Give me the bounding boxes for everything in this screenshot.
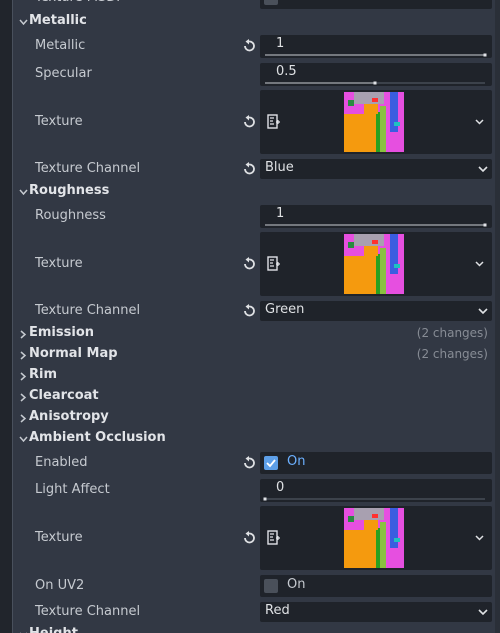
property-label: Texture MSDF — [35, 0, 124, 5]
property-label: Texture — [35, 256, 83, 271]
property-label: Texture Channel — [35, 302, 141, 318]
checkbox[interactable] — [264, 0, 278, 5]
slider-field[interactable] — [260, 34, 492, 58]
dropdown-arrow[interactable] — [478, 307, 488, 314]
slider-track — [265, 81, 485, 85]
change-note: (2 changes) — [416, 346, 488, 361]
dropdown-arrow[interactable] — [475, 535, 484, 541]
property-label: Texture Channel — [35, 603, 141, 619]
property-label: On UV2 — [35, 577, 85, 593]
slider-value: 0.5 — [276, 64, 297, 79]
section-arrow[interactable] — [19, 392, 28, 402]
dropdown-field[interactable] — [260, 601, 492, 622]
section-title[interactable]: Metallic — [29, 12, 87, 28]
texture-thumbnail — [344, 92, 404, 152]
section-arrow[interactable] — [19, 413, 28, 423]
property-label: Texture — [35, 114, 83, 129]
dropdown-arrow[interactable] — [478, 165, 488, 172]
checkbox-field[interactable] — [260, 451, 492, 474]
section-title[interactable]: Anisotropy — [29, 408, 109, 424]
reset-button[interactable] — [242, 115, 256, 129]
dropdown-field[interactable] — [260, 158, 492, 179]
property-label: Texture Channel — [35, 160, 141, 176]
section-arrow[interactable] — [19, 188, 28, 197]
section-arrow[interactable] — [19, 329, 28, 339]
texture-thumbnail — [344, 234, 404, 294]
dropdown-value: Red — [265, 602, 290, 618]
section-title[interactable]: Clearcoat — [29, 387, 99, 403]
reset-button[interactable] — [242, 531, 256, 545]
reset-button[interactable] — [242, 455, 256, 470]
reset-button[interactable] — [242, 257, 256, 271]
checkbox[interactable] — [264, 578, 278, 593]
checkbox-text: On — [287, 453, 306, 469]
section-arrow[interactable] — [19, 371, 28, 381]
change-note: (2 changes) — [416, 325, 488, 340]
section-arrow[interactable] — [19, 435, 28, 444]
slider-track — [263, 497, 485, 501]
texture-thumbnail — [344, 508, 404, 568]
reset-button[interactable] — [242, 161, 256, 176]
slider-value: 1 — [276, 36, 285, 51]
slider-field[interactable] — [260, 478, 492, 502]
slider-track — [265, 53, 487, 57]
section-title[interactable]: Rim — [29, 366, 58, 382]
reset-button[interactable] — [242, 303, 256, 318]
section-title[interactable]: Emission — [29, 324, 94, 340]
section-title[interactable]: Ambient Occlusion — [29, 429, 166, 445]
dropdown-arrow[interactable] — [475, 261, 484, 267]
slider-field[interactable] — [260, 62, 492, 86]
section-title[interactable]: Normal Map — [29, 345, 118, 361]
section-arrow[interactable] — [19, 18, 28, 27]
slider-value: 1 — [276, 206, 285, 221]
texture-icon — [267, 114, 280, 129]
scrollbar[interactable] — [495, 0, 500, 633]
dropdown-arrow[interactable] — [475, 119, 484, 125]
section-arrow[interactable] — [19, 350, 28, 360]
property-label: Roughness — [35, 208, 106, 223]
dropdown-arrow[interactable] — [478, 608, 488, 615]
slider-field[interactable] — [260, 204, 492, 228]
checkbox-text: On — [287, 576, 306, 592]
section-title[interactable]: Height — [29, 625, 78, 633]
property-label: Texture — [35, 530, 83, 545]
property-label: Metallic — [35, 38, 86, 53]
reset-button[interactable] — [242, 39, 256, 53]
property-label: Light Affect — [35, 482, 110, 497]
property-label: Enabled — [35, 454, 88, 470]
slider-track — [265, 223, 487, 227]
dropdown-field[interactable] — [260, 300, 492, 321]
dropdown-value: Green — [265, 301, 305, 317]
slider-value: 0 — [276, 480, 285, 495]
texture-icon — [267, 256, 280, 271]
property-label: Specular — [35, 66, 92, 81]
texture-icon — [267, 530, 280, 545]
checkbox[interactable] — [264, 455, 278, 470]
checkbox-field[interactable] — [260, 0, 492, 9]
checkbox-text: On — [287, 0, 305, 4]
checkbox-field[interactable] — [260, 574, 492, 597]
dropdown-value: Blue — [265, 159, 294, 175]
section-title[interactable]: Roughness — [29, 182, 110, 198]
